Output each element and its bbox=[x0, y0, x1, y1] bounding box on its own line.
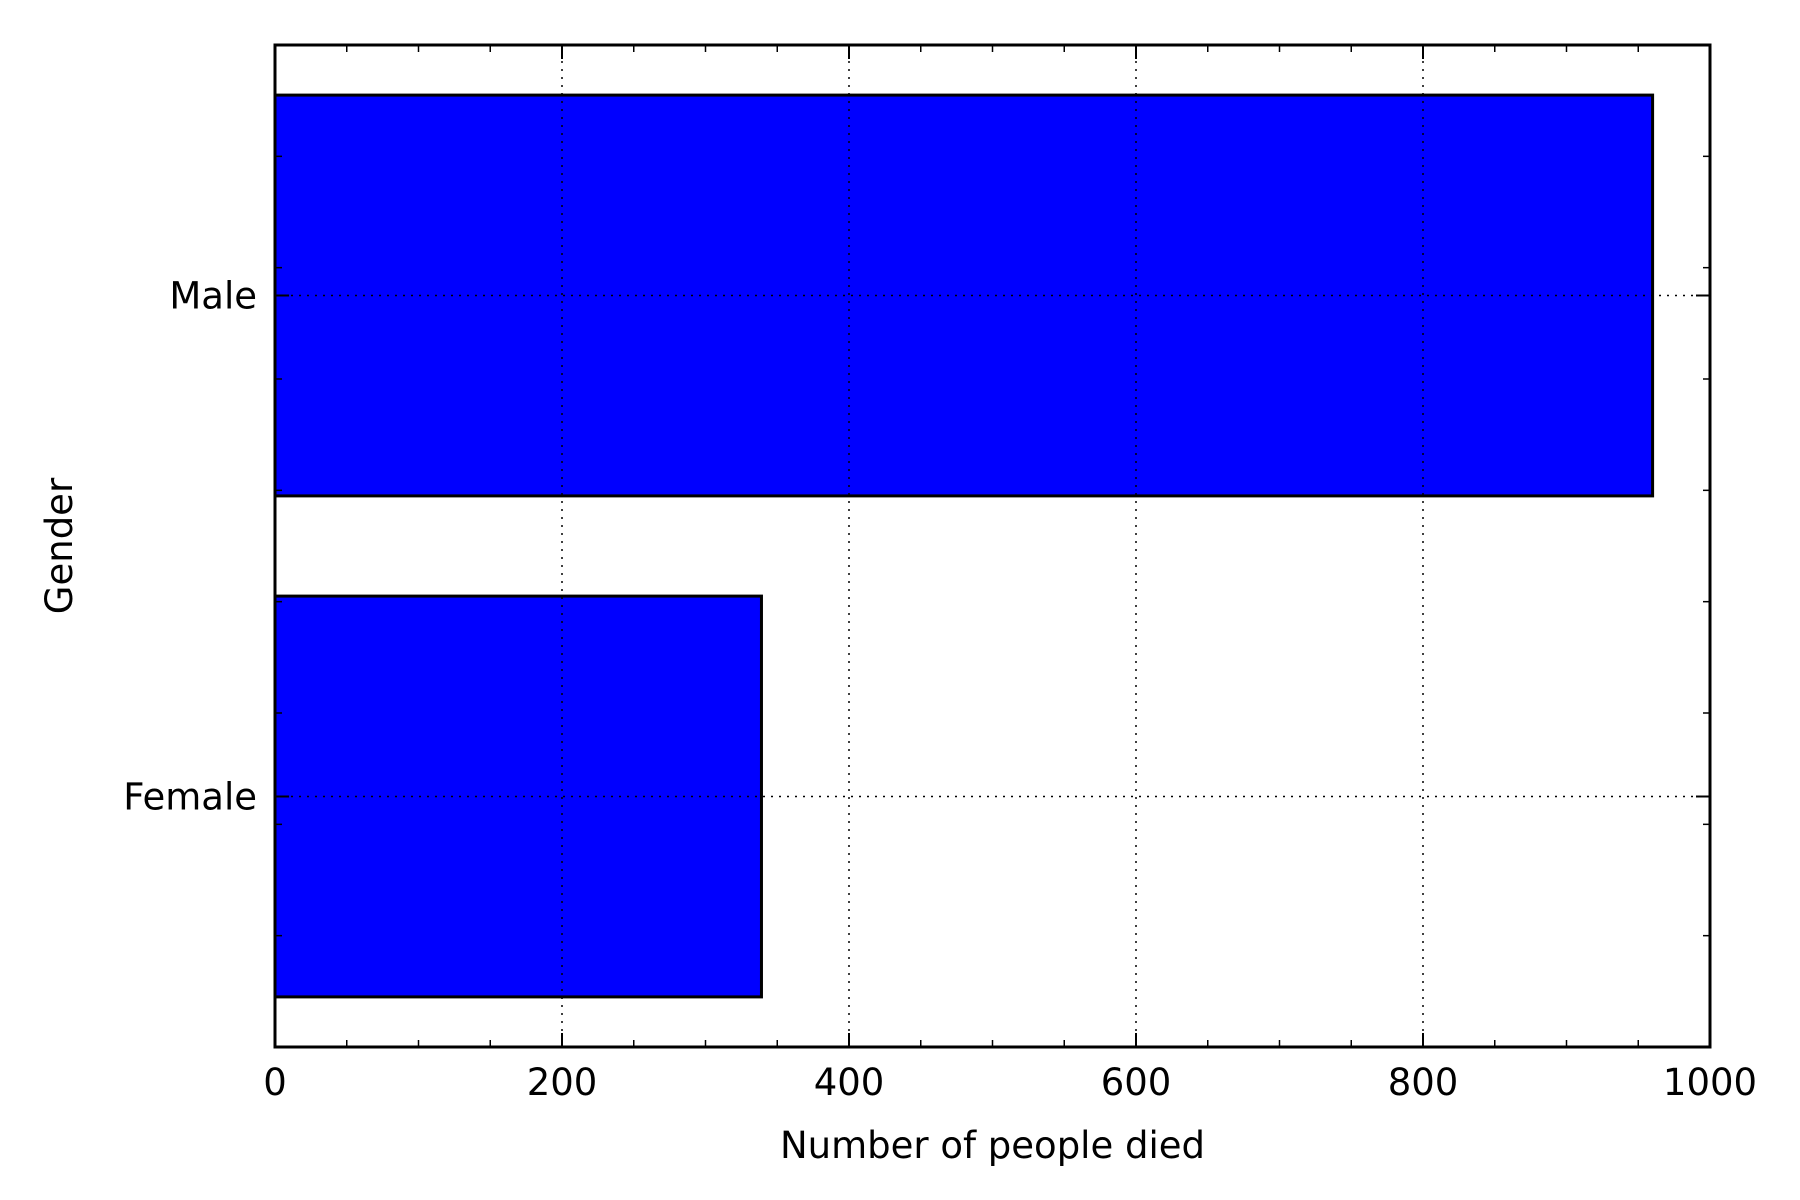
x-tick-label: 400 bbox=[814, 1061, 885, 1104]
x-tick-label: 0 bbox=[263, 1061, 287, 1104]
x-tick-label: 1000 bbox=[1663, 1061, 1757, 1104]
y-axis-label: Gender bbox=[38, 477, 81, 614]
x-axis-label: Number of people died bbox=[780, 1124, 1205, 1167]
x-tick-label: 800 bbox=[1388, 1061, 1459, 1104]
plot-frame bbox=[273, 43, 1712, 1049]
y-tick-label-female: Female bbox=[123, 776, 257, 819]
x-tick-label: 600 bbox=[1101, 1061, 1172, 1104]
x-tick-labels: 0 200 400 600 800 1000 bbox=[263, 1061, 1757, 1104]
y-tick-labels: Male Female bbox=[123, 275, 257, 819]
y-tick-label-male: Male bbox=[169, 275, 257, 318]
x-tick-label: 200 bbox=[527, 1061, 598, 1104]
bars-layer bbox=[273, 93, 1655, 999]
